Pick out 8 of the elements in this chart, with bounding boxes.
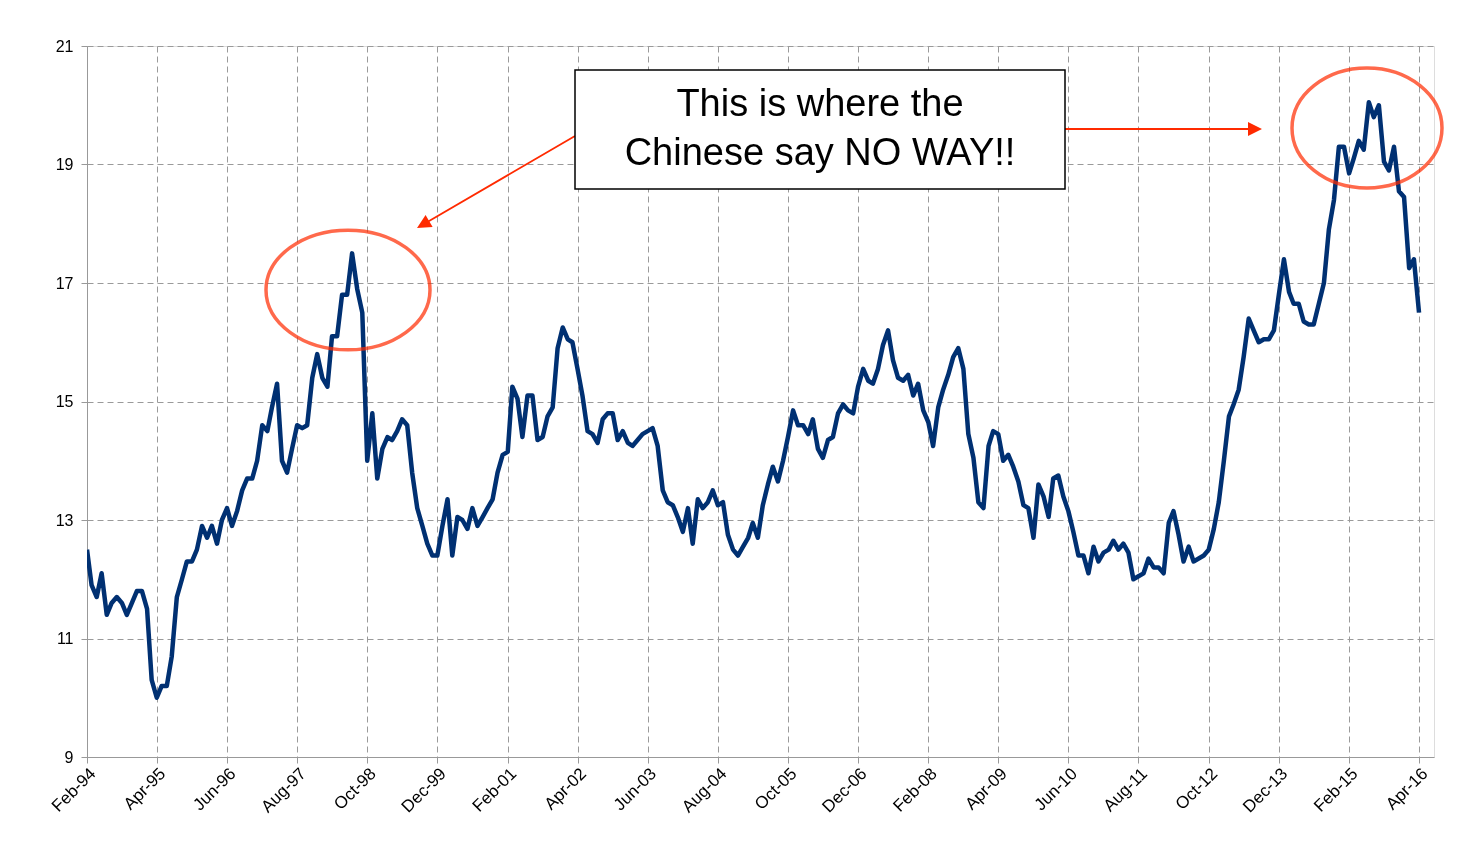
y-tick-label: 19: [55, 156, 74, 173]
y-tick-label: 15: [55, 393, 74, 410]
y-tick-label: 21: [55, 37, 74, 55]
y-tick-label: 11: [56, 630, 74, 647]
y-tick-label: 13: [55, 511, 74, 529]
y-tick-label: 9: [64, 748, 74, 766]
annotation: This is where the Chinese say NO WAY!!: [624, 82, 1016, 173]
y-tick-label: 17: [55, 274, 74, 292]
